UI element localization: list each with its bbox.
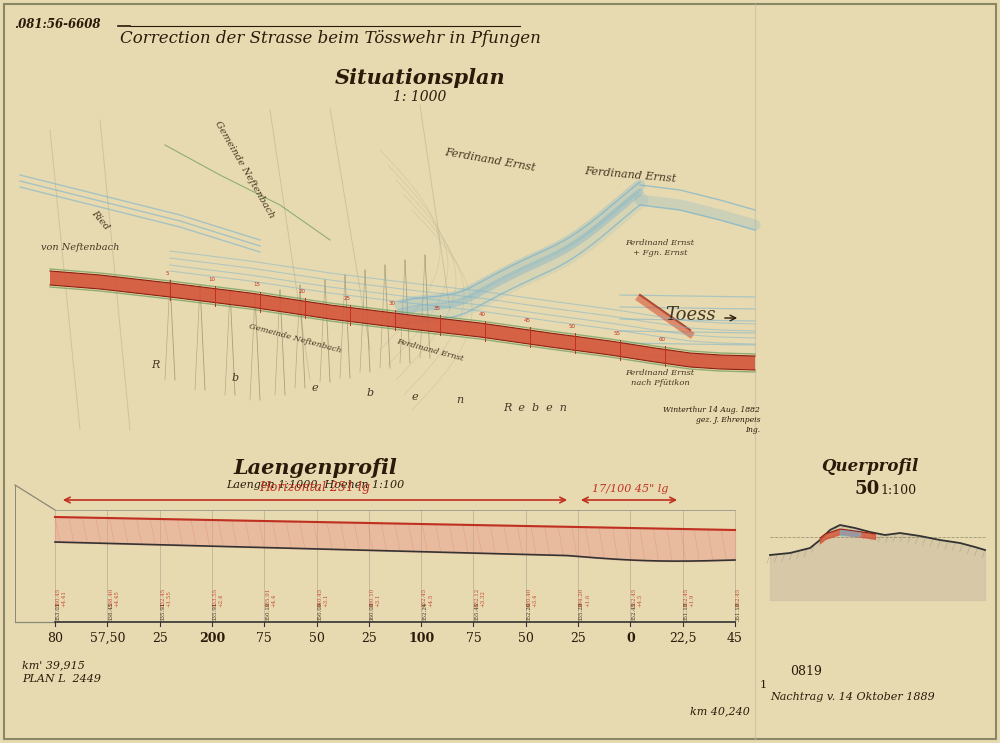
Text: Ried: Ried: [89, 209, 111, 232]
Text: km' 39,915: km' 39,915: [22, 660, 85, 670]
Text: 355.45: 355.45: [474, 602, 479, 621]
Text: Ferdinand Ernst: Ferdinand Ernst: [396, 337, 464, 363]
Text: 200: 200: [199, 632, 225, 645]
Text: 338.40
+4.45: 338.40 +4.45: [108, 588, 119, 607]
Polygon shape: [50, 271, 755, 370]
Text: Ferdinand Ernst
nach Pfütikon: Ferdinand Ernst nach Pfütikon: [625, 369, 695, 386]
Text: 351.10: 351.10: [736, 602, 741, 621]
Text: 335.91
+4.4: 335.91 +4.4: [265, 588, 276, 607]
Text: 60: 60: [658, 337, 666, 343]
Text: 360.00: 360.00: [370, 602, 375, 621]
Text: 1:100: 1:100: [880, 484, 916, 497]
Text: 50: 50: [568, 325, 576, 329]
Text: 50: 50: [309, 632, 324, 645]
Text: 50: 50: [518, 632, 534, 645]
Text: 50: 50: [855, 480, 880, 498]
Text: 352.24: 352.24: [422, 602, 427, 621]
Text: 1: 1: [760, 680, 767, 690]
Text: 356.00: 356.00: [318, 602, 323, 621]
Text: km 40,240: km 40,240: [690, 706, 750, 716]
Text: 55: 55: [614, 331, 620, 336]
Text: 338.45: 338.45: [108, 602, 113, 621]
Text: 25: 25: [570, 632, 586, 645]
Text: Situationsplan: Situationsplan: [335, 68, 505, 88]
Text: Winterthur 14 Aug. 1882: Winterthur 14 Aug. 1882: [663, 406, 760, 414]
Text: n: n: [456, 395, 464, 405]
Text: 17/100 45" lg: 17/100 45" lg: [592, 484, 668, 494]
Text: 75: 75: [256, 632, 272, 645]
Text: 352.45: 352.45: [631, 602, 636, 621]
Text: e: e: [312, 383, 318, 393]
Text: 30: 30: [388, 301, 396, 306]
Text: 351.10: 351.10: [684, 602, 689, 621]
Text: .081:56-6608: .081:56-6608: [14, 18, 100, 31]
Text: Ferdinand Ernst: Ferdinand Ernst: [444, 147, 536, 173]
Text: 352.45
+4.5: 352.45 +4.5: [631, 588, 642, 607]
Text: Ferdinand Ernst
+ Fgn. Ernst: Ferdinand Ernst + Fgn. Ernst: [625, 239, 695, 256]
Text: 25: 25: [361, 632, 377, 645]
Text: 335.20: 335.20: [579, 602, 584, 621]
Text: 20: 20: [298, 289, 306, 294]
Text: Toess: Toess: [665, 306, 715, 324]
Text: 80: 80: [47, 632, 63, 645]
Text: PLAN L  2449: PLAN L 2449: [22, 674, 101, 684]
Text: e: e: [412, 392, 418, 402]
Text: 350.10: 350.10: [265, 602, 270, 621]
Text: von Neftenbach: von Neftenbach: [41, 244, 119, 253]
Text: 353.01: 353.01: [56, 602, 61, 621]
Text: 5: 5: [165, 271, 169, 276]
Text: 384.20
+1.6: 384.20 +1.6: [579, 588, 590, 607]
Text: Gemeinde Neftenbach: Gemeinde Neftenbach: [213, 120, 277, 220]
Text: Ferdinand Ernst: Ferdinand Ernst: [584, 166, 676, 184]
Text: 0: 0: [626, 632, 635, 645]
Text: Horizontal 251 lg: Horizontal 251 lg: [260, 481, 370, 494]
Text: Querprofil: Querprofil: [821, 458, 919, 475]
Text: Correction der Strasse beim Tösswehr in Pfungen: Correction der Strasse beim Tösswehr in …: [120, 30, 540, 47]
Text: 340.45
+3.1: 340.45 +3.1: [318, 588, 328, 607]
Text: Nachtrag v. 14 Oktober 1889: Nachtrag v. 14 Oktober 1889: [770, 692, 935, 702]
Text: 0819: 0819: [790, 665, 822, 678]
Text: 25: 25: [152, 632, 167, 645]
Text: 352.45: 352.45: [736, 588, 741, 607]
Text: 45: 45: [524, 318, 530, 323]
Text: 352.45
+1.9: 352.45 +1.9: [684, 588, 694, 607]
Text: 1: 1000: 1: 1000: [393, 90, 447, 104]
Text: 380.45
+4.41: 380.45 +4.41: [56, 588, 67, 607]
Text: Laengen 1:1000, Hoehen 1:100: Laengen 1:1000, Hoehen 1:100: [226, 480, 404, 490]
Text: 57,50: 57,50: [90, 632, 125, 645]
Text: 432.12
+3.32: 432.12 +3.32: [474, 588, 485, 607]
Text: 420.40
+3.4: 420.40 +3.4: [527, 588, 538, 607]
Text: Gemeinde Neftenbach: Gemeinde Neftenbach: [248, 322, 342, 354]
Text: Laengenprofil: Laengenprofil: [233, 458, 397, 478]
Text: R  e  b  e  n: R e b e n: [503, 403, 567, 413]
Text: 352.20: 352.20: [527, 602, 532, 621]
Text: 10: 10: [208, 276, 216, 282]
Text: 332.45
+1.55: 332.45 +1.55: [161, 588, 171, 607]
Text: gez. J. Ehrenpeis: gez. J. Ehrenpeis: [696, 416, 760, 424]
Text: 25: 25: [344, 296, 351, 300]
Text: 335.91: 335.91: [161, 602, 166, 621]
Text: 40: 40: [479, 312, 486, 317]
Text: b: b: [366, 388, 374, 398]
Text: 333.55
+2.4: 333.55 +2.4: [213, 588, 224, 607]
Text: 75: 75: [466, 632, 481, 645]
Text: Ing.: Ing.: [745, 426, 760, 434]
Text: 35: 35: [434, 306, 440, 311]
Text: 380.10
+3.1: 380.10 +3.1: [370, 588, 381, 607]
Text: 45: 45: [727, 632, 743, 645]
Text: R: R: [151, 360, 159, 370]
Text: 432.45
+4.5: 432.45 +4.5: [422, 588, 433, 607]
Text: 100: 100: [408, 632, 434, 645]
Text: 335.91: 335.91: [213, 602, 218, 621]
Text: b: b: [231, 373, 239, 383]
Text: 15: 15: [254, 282, 260, 288]
Text: 22,5: 22,5: [669, 632, 696, 645]
